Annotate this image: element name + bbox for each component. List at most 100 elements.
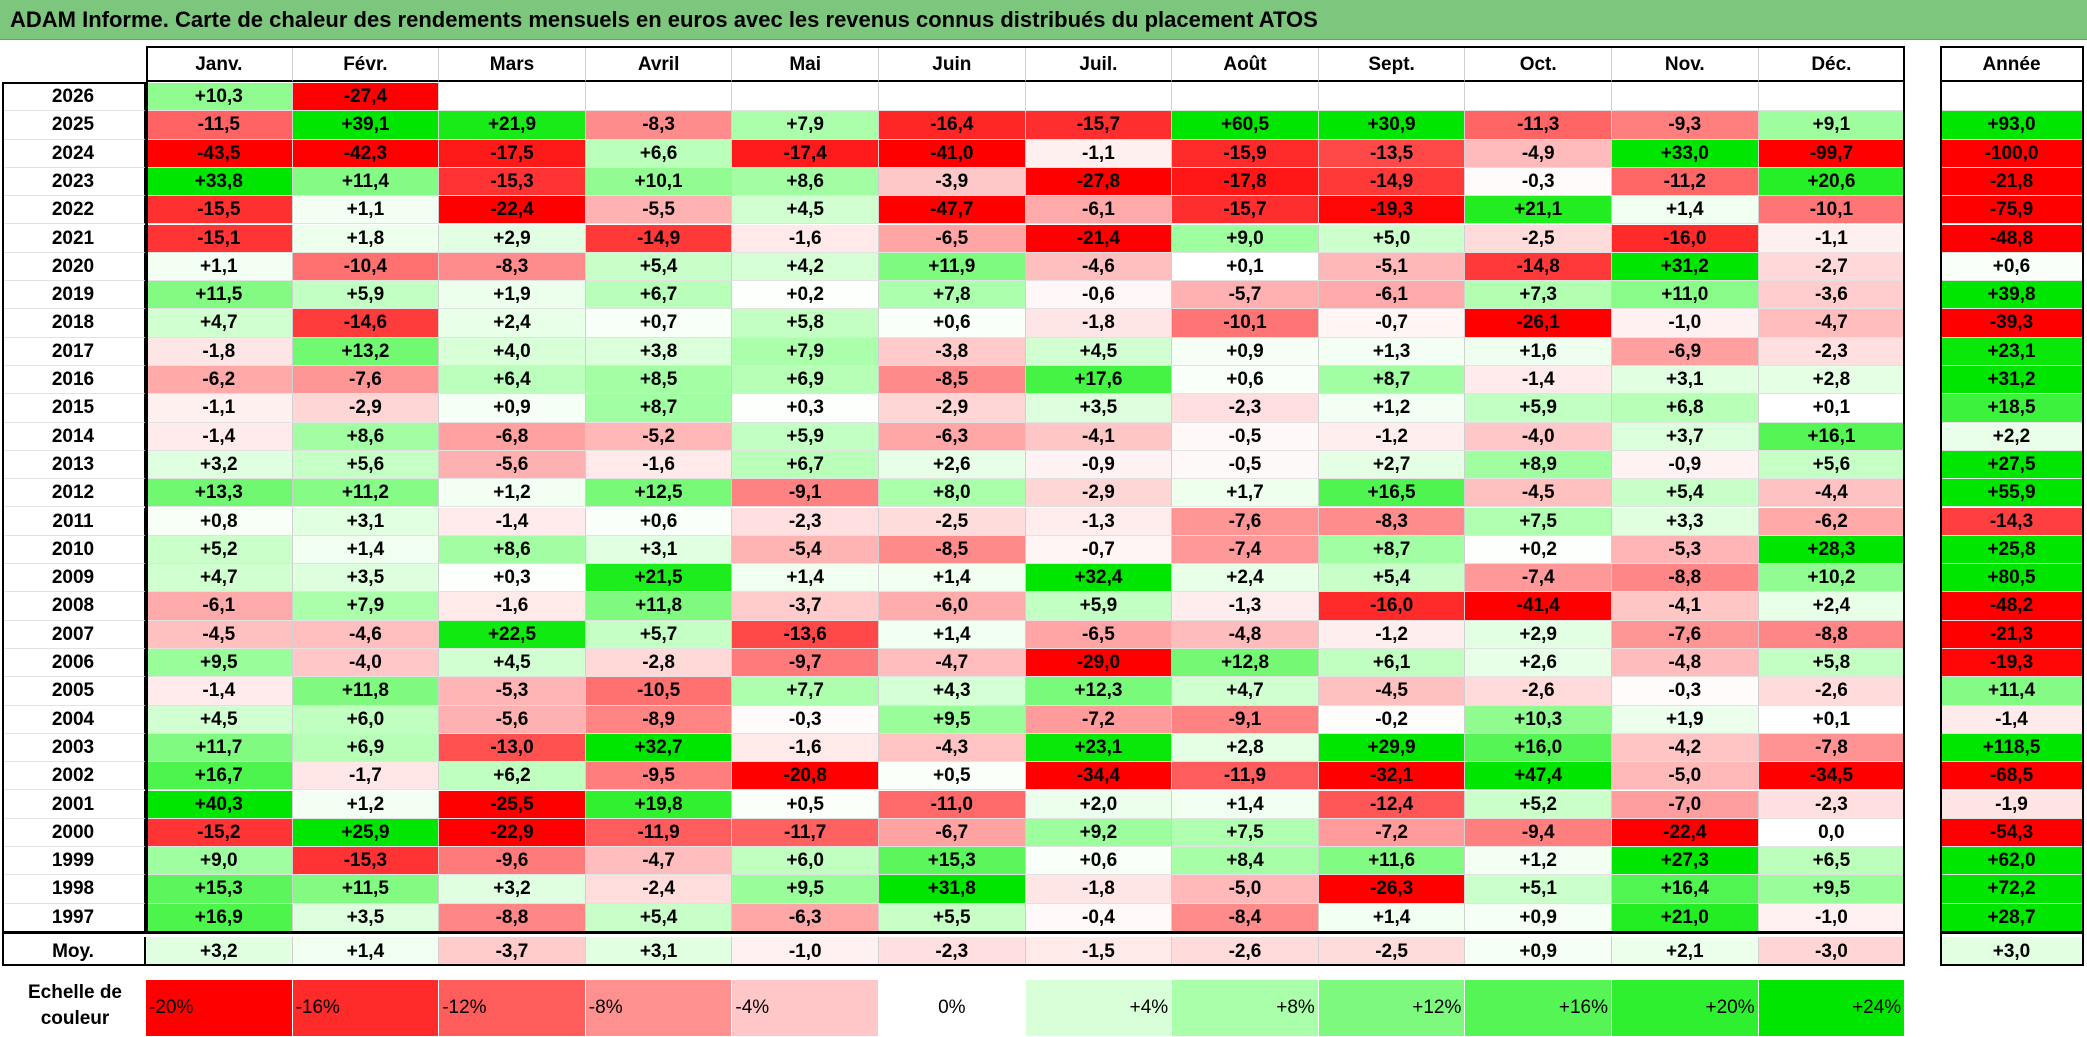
- heatmap-cell: [1025, 83, 1173, 112]
- heatmap-cell: -5,2: [585, 422, 733, 451]
- heatmap-cell: +31,2: [1612, 252, 1759, 282]
- heatmap-cell: +9,0: [1172, 224, 1319, 253]
- heatmap-cell: -1,0: [1758, 903, 1906, 932]
- heatmap-cell: -2,9: [292, 394, 440, 423]
- heatmap-cell: -1,6: [439, 592, 586, 621]
- month-header: Mai: [732, 48, 879, 82]
- heatmap-cell: +12,3: [1025, 677, 1173, 706]
- heatmap-cell: -1,4: [146, 422, 293, 451]
- heatmap-cell: +10,3: [146, 83, 293, 112]
- heatmap-cell: +0,5: [879, 762, 1026, 791]
- heatmap-cell: -17,8: [1172, 167, 1319, 197]
- heatmap-cell: +2,4: [1172, 564, 1319, 593]
- average-cell: -1,5: [1025, 937, 1173, 966]
- heatmap-cell: -11,9: [1172, 762, 1319, 791]
- heatmap-cell: -6,1: [146, 592, 293, 621]
- month-header: Nov.: [1612, 48, 1759, 82]
- heatmap-cell: -5,5: [585, 196, 733, 225]
- annual-cell: +39,8: [1940, 281, 2084, 310]
- heatmap-cell: -9,4: [1465, 818, 1612, 848]
- heatmap-cell: +0,3: [732, 394, 879, 423]
- color-scale-swatch: -4%: [732, 980, 879, 1036]
- heatmap-cell: -4,8: [1172, 620, 1319, 649]
- year-label: 2002: [2, 762, 146, 791]
- heatmap-cell: [439, 83, 586, 112]
- heatmap-cell: -8,3: [585, 111, 733, 140]
- heatmap-cell: -6,9: [1612, 337, 1759, 366]
- year-label: 2007: [2, 620, 146, 649]
- heatmap-cell: +4,3: [879, 677, 1026, 706]
- heatmap-cell: +2,6: [1465, 649, 1612, 678]
- heatmap-cell: +4,5: [146, 705, 293, 734]
- heatmap-cell: -0,9: [1025, 450, 1173, 480]
- heatmap-cell: -11,2: [1612, 167, 1759, 197]
- heatmap-cell: +11,6: [1318, 847, 1466, 876]
- heatmap-cell: +4,7: [146, 564, 293, 593]
- average-label: Moy.: [2, 937, 146, 966]
- heatmap-cell: +1,1: [146, 252, 293, 282]
- heatmap-cell: +5,0: [1318, 224, 1466, 253]
- heatmap-cell: +1,4: [1172, 790, 1319, 819]
- heatmap-cell: -10,4: [292, 252, 440, 282]
- annual-cell: +25,8: [1940, 535, 2084, 565]
- heatmap-cell: +21,5: [585, 564, 733, 593]
- heatmap-cell: -4,3: [879, 733, 1026, 763]
- month-header: Juin: [879, 48, 1026, 82]
- heatmap-cell: +23,1: [1025, 733, 1173, 763]
- heatmap-cell: -8,3: [439, 252, 586, 282]
- year-column-header: Année: [1940, 48, 2084, 82]
- heatmap-cell: +0,1: [1758, 394, 1906, 423]
- heatmap-cell: +21,1: [1465, 196, 1612, 225]
- heatmap-cell: -3,9: [879, 167, 1026, 197]
- heatmap-cell: -0,7: [1318, 309, 1466, 338]
- heatmap-cell: -0,5: [1172, 450, 1319, 480]
- heatmap-cell: +9,2: [1025, 818, 1173, 848]
- heatmap-cell: +9,5: [1758, 875, 1906, 904]
- heatmap-cell: +11,8: [585, 592, 733, 621]
- heatmap-cell: -15,1: [146, 224, 293, 253]
- heatmap-cell: +1,8: [292, 224, 440, 253]
- heatmap-cell: [1612, 83, 1759, 112]
- heatmap-cell: -10,1: [1172, 309, 1319, 338]
- annual-cell: +118,5: [1940, 733, 2084, 763]
- heatmap-cell: -13,5: [1318, 139, 1466, 168]
- year-label: 2011: [2, 507, 146, 536]
- year-label: 2006: [2, 649, 146, 678]
- heatmap-cell: +9,0: [146, 847, 293, 876]
- heatmap-cell: +2,9: [439, 224, 586, 253]
- heatmap-cell: +1,2: [292, 790, 440, 819]
- heatmap-cell: -14,9: [1318, 167, 1466, 197]
- average-cell: -2,6: [1172, 937, 1319, 966]
- heatmap-cell: +5,4: [1318, 564, 1466, 593]
- year-label: 2016: [2, 366, 146, 395]
- heatmap-cell: -42,3: [292, 139, 440, 168]
- heatmap-cell: +21,0: [1612, 903, 1759, 932]
- heatmap-cell: -2,6: [1758, 677, 1906, 706]
- heatmap-cell: -4,5: [1318, 677, 1466, 706]
- heatmap-cell: +7,3: [1465, 281, 1612, 310]
- average-cell: +0,9: [1465, 937, 1612, 966]
- heatmap-cell: +1,4: [292, 535, 440, 565]
- heatmap-cell: -9,3: [1612, 111, 1759, 140]
- average-annual-cell: +3,0: [1940, 937, 2084, 966]
- heatmap-cell: +16,5: [1318, 479, 1466, 508]
- heatmap-cell: -4,4: [1758, 479, 1906, 508]
- heatmap-cell: +0,6: [879, 309, 1026, 338]
- heatmap-cell: +39,1: [292, 111, 440, 140]
- heatmap-cell: -0,9: [1612, 450, 1759, 480]
- heatmap-cell: -6,5: [1025, 620, 1173, 649]
- average-cell: +3,2: [146, 937, 293, 966]
- year-label: 2021: [2, 224, 146, 253]
- annual-cell: -1,4: [1940, 705, 2084, 734]
- heatmap-cell: +1,9: [439, 281, 586, 310]
- heatmap-cell: -26,1: [1465, 309, 1612, 338]
- heatmap-cell: -7,0: [1612, 790, 1759, 819]
- heatmap-cell: -1,3: [1172, 592, 1319, 621]
- heatmap-cell: -0,3: [1612, 677, 1759, 706]
- year-label: 2022: [2, 196, 146, 225]
- heatmap-cell: +4,2: [732, 252, 879, 282]
- heatmap-cell: +3,3: [1612, 507, 1759, 536]
- heatmap-cell: -41,4: [1465, 592, 1612, 621]
- heatmap-cell: -22,4: [1612, 818, 1759, 848]
- heatmap-cell: +11,5: [292, 875, 440, 904]
